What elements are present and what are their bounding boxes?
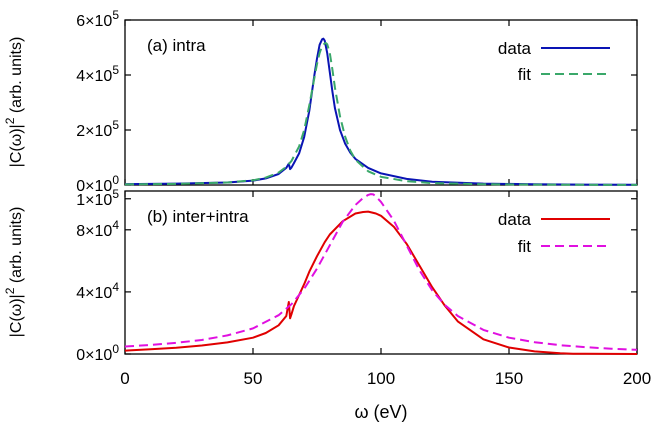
x-tick-label: 100 [367, 369, 395, 388]
y-tick-label: 8×104 [76, 218, 119, 240]
y-tick-label: 1×105 [76, 187, 119, 209]
series-line-fit [124, 42, 638, 186]
x-tick-label: 0 [120, 369, 129, 388]
y-tick-label: 2×105 [76, 118, 119, 140]
panel-b-ticks: 0 50 100 150 200 0×100 4×104 8×104 1×105 [76, 187, 651, 388]
series-line-fit [124, 193, 638, 351]
y-tick-label: 0×100 [76, 173, 119, 195]
panel-a-y-axis-label: |C(ω)|2 (arb. units) [3, 37, 25, 168]
legend-label-fit: fit [518, 237, 532, 256]
legend-label-data: data [498, 39, 532, 58]
legend-label-data: data [498, 210, 532, 229]
x-tick-label: 200 [623, 369, 651, 388]
y-tick-label: 0×100 [76, 342, 119, 364]
panel-a-intra: 0×100 2×105 4×105 6×105 (a) intra data fit |… [3, 8, 638, 195]
x-tick-label: 50 [244, 369, 263, 388]
x-axis-label: ω (eV) [354, 402, 407, 422]
y-tick-label: 4×105 [76, 63, 119, 85]
legend-label-fit: fit [518, 65, 532, 84]
series-line-data [124, 37, 638, 186]
panel-a-legend: data fit [498, 39, 610, 84]
panel-a-series [124, 37, 638, 186]
panel-b-label: (b) inter+intra [147, 207, 249, 226]
y-tick-label: 6×105 [76, 8, 119, 30]
x-tick-label: 150 [495, 369, 523, 388]
y-tick-label: 4×104 [76, 280, 119, 302]
panel-b-series [124, 193, 638, 355]
panel-a-label: (a) intra [147, 36, 206, 55]
panel-b-inter-intra: 0 50 100 150 200 0×100 4×104 8×104 1×105 (b) int… [3, 187, 651, 388]
panel-b-legend: data fit [498, 210, 610, 256]
series-line-data [124, 210, 638, 355]
panel-b-y-axis-label: |C(ω)|2 (arb. units) [3, 207, 25, 338]
